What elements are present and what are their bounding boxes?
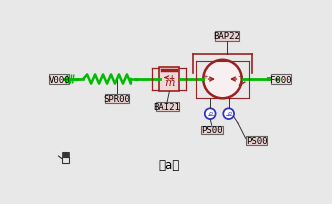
Text: +: + xyxy=(202,74,208,80)
Text: （a）: （a） xyxy=(159,158,180,171)
Bar xyxy=(67,152,68,157)
Bar xyxy=(64,152,65,157)
Text: BAI21: BAI21 xyxy=(154,103,181,112)
Bar xyxy=(267,78,271,82)
Bar xyxy=(62,152,64,157)
Text: p: p xyxy=(227,111,231,116)
Bar xyxy=(49,74,69,85)
Bar xyxy=(246,137,267,145)
Bar xyxy=(61,157,69,163)
Text: SPR00: SPR00 xyxy=(104,94,130,103)
Bar xyxy=(65,152,67,157)
Text: F000: F000 xyxy=(270,75,292,84)
Text: PS00: PS00 xyxy=(246,136,267,145)
Text: PS00: PS00 xyxy=(201,126,222,135)
Bar xyxy=(135,78,138,81)
Text: p: p xyxy=(208,111,212,116)
Text: +: + xyxy=(237,74,243,80)
Text: +: + xyxy=(169,74,175,83)
Text: V000: V000 xyxy=(48,75,70,84)
Circle shape xyxy=(205,109,215,120)
Bar xyxy=(75,78,79,81)
Bar xyxy=(106,94,128,103)
Bar xyxy=(271,74,291,85)
Bar xyxy=(215,32,239,42)
Circle shape xyxy=(203,61,242,99)
Circle shape xyxy=(223,109,234,120)
Bar xyxy=(201,126,222,134)
Text: m: m xyxy=(164,78,175,88)
Bar xyxy=(159,67,179,92)
Text: BAP22: BAP22 xyxy=(214,32,241,41)
Bar xyxy=(155,103,179,112)
